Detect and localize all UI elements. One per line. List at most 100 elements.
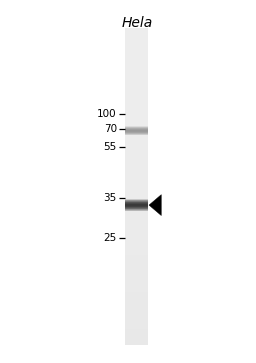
- Bar: [125, 155, 148, 160]
- Bar: [125, 129, 148, 134]
- Bar: [125, 60, 148, 66]
- Bar: [125, 323, 148, 329]
- Bar: [125, 307, 148, 313]
- Bar: [125, 210, 148, 211]
- Bar: [125, 334, 148, 340]
- Bar: [125, 133, 148, 134]
- Bar: [125, 318, 148, 324]
- Bar: [125, 209, 148, 210]
- Bar: [125, 207, 148, 208]
- Bar: [125, 127, 148, 128]
- Bar: [125, 181, 148, 187]
- Bar: [125, 65, 148, 71]
- Bar: [125, 107, 148, 113]
- Bar: [125, 209, 148, 210]
- Bar: [125, 118, 148, 124]
- Bar: [125, 339, 148, 345]
- Bar: [125, 204, 148, 205]
- Bar: [125, 76, 148, 82]
- Bar: [125, 202, 148, 208]
- Bar: [125, 165, 148, 171]
- Bar: [125, 135, 148, 136]
- Bar: [125, 132, 148, 133]
- Text: 100: 100: [97, 109, 117, 119]
- Bar: [125, 201, 148, 202]
- Text: Hela: Hela: [121, 16, 153, 30]
- Bar: [125, 144, 148, 150]
- Bar: [125, 44, 148, 50]
- Bar: [125, 239, 148, 245]
- Bar: [125, 128, 148, 129]
- Bar: [125, 200, 148, 201]
- Bar: [125, 28, 148, 34]
- Bar: [125, 260, 148, 266]
- Bar: [125, 249, 148, 256]
- Bar: [125, 199, 148, 200]
- Text: 25: 25: [103, 233, 117, 243]
- Bar: [125, 203, 148, 204]
- Bar: [125, 131, 148, 132]
- Bar: [125, 125, 148, 126]
- Polygon shape: [149, 195, 161, 216]
- Bar: [125, 86, 148, 92]
- Bar: [125, 49, 148, 55]
- Bar: [125, 131, 148, 132]
- Bar: [125, 265, 148, 271]
- Bar: [125, 192, 148, 197]
- Bar: [125, 202, 148, 203]
- Bar: [125, 97, 148, 103]
- Bar: [125, 39, 148, 45]
- Bar: [125, 176, 148, 182]
- Bar: [125, 212, 148, 219]
- Text: 70: 70: [104, 124, 117, 134]
- Bar: [125, 200, 148, 201]
- Bar: [125, 126, 148, 127]
- Bar: [125, 203, 148, 204]
- Bar: [125, 70, 148, 76]
- Bar: [125, 228, 148, 234]
- Bar: [125, 210, 148, 211]
- Bar: [125, 276, 148, 282]
- Bar: [125, 313, 148, 319]
- Bar: [125, 134, 148, 139]
- Bar: [125, 123, 148, 129]
- Bar: [125, 199, 148, 200]
- Bar: [125, 34, 148, 40]
- Bar: [125, 160, 148, 166]
- Text: 55: 55: [103, 142, 117, 152]
- Bar: [125, 150, 148, 155]
- Bar: [125, 208, 148, 209]
- Bar: [125, 130, 148, 131]
- Bar: [125, 113, 148, 118]
- Bar: [125, 127, 148, 128]
- Bar: [125, 186, 148, 192]
- Bar: [125, 126, 148, 127]
- Bar: [125, 55, 148, 61]
- Bar: [125, 102, 148, 108]
- Bar: [125, 234, 148, 240]
- Bar: [125, 218, 148, 224]
- Bar: [125, 130, 148, 131]
- Bar: [125, 270, 148, 277]
- Bar: [125, 139, 148, 145]
- Bar: [125, 206, 148, 207]
- Bar: [125, 201, 148, 203]
- Bar: [125, 302, 148, 308]
- Bar: [125, 328, 148, 334]
- Bar: [125, 206, 148, 207]
- Bar: [125, 255, 148, 261]
- Bar: [125, 128, 148, 129]
- Bar: [125, 197, 148, 203]
- Bar: [125, 29, 148, 345]
- Bar: [125, 205, 148, 206]
- Bar: [125, 132, 148, 133]
- Bar: [125, 134, 148, 135]
- Bar: [125, 291, 148, 298]
- Text: 35: 35: [103, 193, 117, 203]
- Bar: [125, 207, 148, 208]
- Bar: [125, 207, 148, 213]
- Bar: [125, 129, 148, 130]
- Bar: [125, 286, 148, 292]
- Bar: [125, 129, 148, 130]
- Bar: [125, 297, 148, 303]
